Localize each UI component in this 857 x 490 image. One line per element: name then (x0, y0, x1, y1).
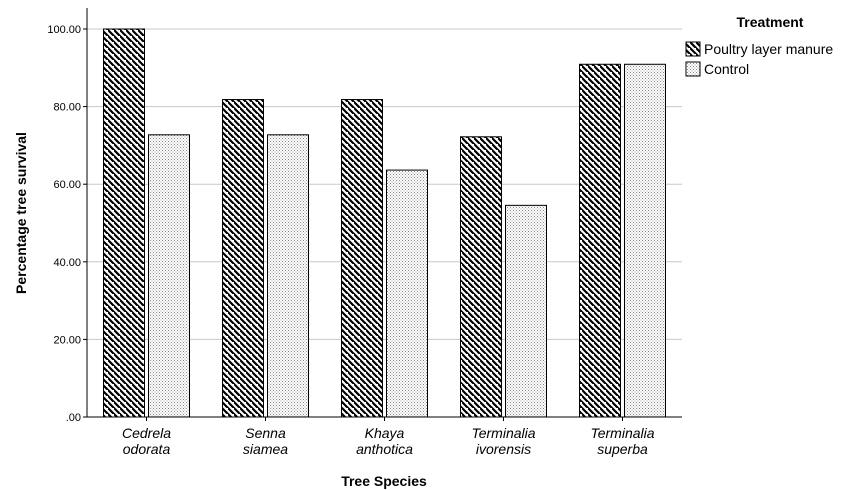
legend: Treatment Poultry layer manure Control (685, 14, 833, 77)
bar-manure (222, 99, 264, 418)
category-label: anthotica (356, 441, 413, 457)
bar-control (624, 63, 666, 418)
category-label: Khaya (365, 425, 405, 441)
legend-swatch (685, 61, 701, 77)
category-label: siamea (243, 441, 288, 457)
bar-control (505, 204, 547, 418)
category-label: Terminalia (590, 425, 654, 441)
y-tick-label: 40.00 (53, 257, 81, 269)
y-tick-label: 60.00 (53, 179, 81, 191)
category-label: Senna (245, 425, 286, 441)
bar-control (386, 169, 428, 418)
bars (103, 28, 666, 418)
y-tick-label: 100.00 (47, 24, 81, 36)
legend-label: Control (704, 61, 749, 77)
bar-manure (341, 99, 383, 418)
category-label: Terminalia (471, 425, 535, 441)
legend-title: Treatment (737, 14, 804, 30)
x-axis-title: Tree Species (341, 473, 427, 489)
bar-manure (103, 28, 145, 418)
bar-control (267, 134, 309, 418)
tick-labels: .00 20.00 40.00 60.00 80.00 100.00 (47, 24, 87, 424)
bar-manure (460, 136, 502, 418)
category-label: ivorensis (476, 441, 531, 457)
y-tick-label: 80.00 (53, 102, 81, 114)
legend-label: Poultry layer manure (704, 41, 833, 57)
y-tick-label: 20.00 (53, 334, 81, 346)
bar-manure (579, 63, 621, 418)
bar-control (148, 134, 190, 418)
legend-swatch (685, 41, 701, 57)
category-label: Cedrela (122, 425, 171, 441)
y-axis-title: Percentage tree survival (13, 132, 29, 294)
y-tick-label: .00 (66, 412, 81, 424)
category-label: superba (597, 441, 648, 457)
category-label: odorata (123, 441, 171, 457)
